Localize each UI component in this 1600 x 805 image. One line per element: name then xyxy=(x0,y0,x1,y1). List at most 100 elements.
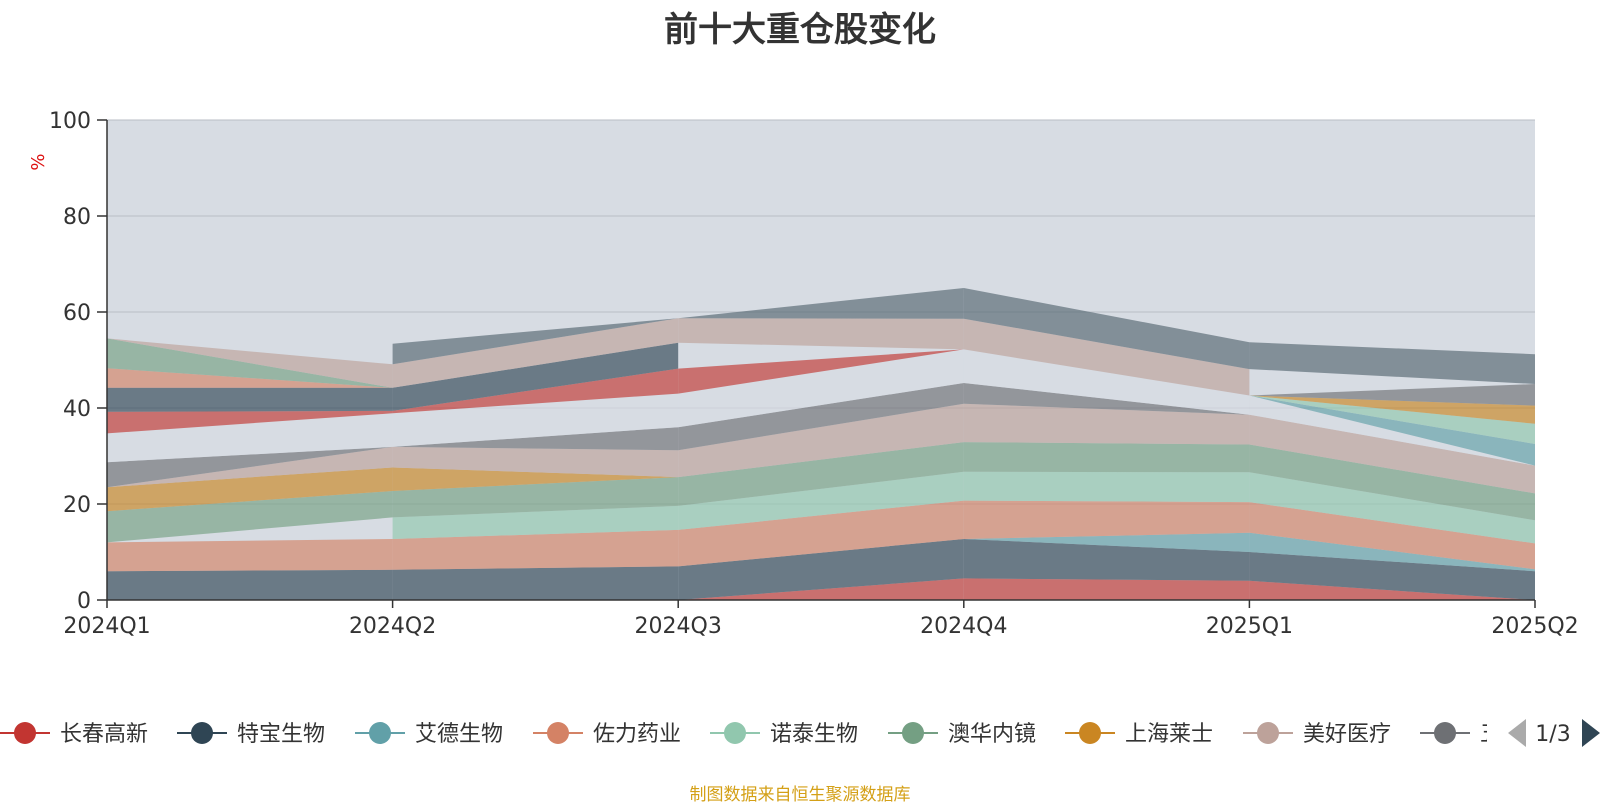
legend-next-page-icon[interactable] xyxy=(1582,719,1600,747)
area-series-8-segment-1 xyxy=(392,427,679,451)
legend-marker-icon xyxy=(1079,722,1101,744)
area-series-3-segment-2 xyxy=(678,500,964,567)
area-series-5-segment-4 xyxy=(1249,444,1535,521)
area-series-19-segment-3 xyxy=(963,288,1250,370)
legend-item[interactable]: 长春高新 xyxy=(0,722,148,747)
legend-items: 长春高新 特宝生物 艾德生物 佐力药业 诺泰生物 澳华内镜 上海莱士 美好医疗 五 xyxy=(0,722,1502,747)
legend-prev-page-icon[interactable] xyxy=(1508,719,1526,747)
legend-label: 佐力药业 xyxy=(593,722,681,747)
area-series-2-segment-3 xyxy=(963,532,1250,552)
legend-item[interactable]: 澳华内镜 xyxy=(888,722,1036,747)
area-series-6-segment-0 xyxy=(107,467,393,512)
area-series-1-segment-1 xyxy=(392,566,679,600)
area-series-7-segment-1 xyxy=(392,446,679,478)
legend-item[interactable]: 诺泰生物 xyxy=(710,722,858,747)
area-series-9-segment-3 xyxy=(963,349,1250,415)
area-series-9-segment-2 xyxy=(678,349,964,428)
legend-label: 美好医疗 xyxy=(1303,722,1391,747)
area-series-5-segment-1 xyxy=(392,477,679,518)
area-series-7-segment-2 xyxy=(678,403,964,478)
legend-marker-icon xyxy=(1434,722,1456,744)
area-series-13-segment-4 xyxy=(1249,395,1535,444)
area-series-9-segment-0 xyxy=(107,413,393,463)
legend-marker-icon xyxy=(191,722,213,744)
legend: 长春高新 特宝生物 艾德生物 佐力药业 诺泰生物 澳华内镜 上海莱士 美好医疗 五 1/3 xyxy=(0,719,1600,747)
legend-marker-icon xyxy=(902,722,924,744)
x-tick-label: 2024Q2 xyxy=(349,614,436,639)
area-series-14-segment-4 xyxy=(1249,395,1535,424)
legend-marker-icon xyxy=(547,722,569,744)
legend-marker-icon xyxy=(1257,722,1279,744)
legend-item[interactable]: 特宝生物 xyxy=(177,722,325,747)
area-series-9-segment-1 xyxy=(392,393,679,447)
area-series-18-segment-1 xyxy=(392,318,679,388)
area-series-17-segment-0 xyxy=(107,338,393,388)
area-series-5-segment-2 xyxy=(678,442,964,506)
area-series-1-segment-0 xyxy=(107,569,393,600)
legend-page-indicator: 1/3 xyxy=(1535,722,1570,747)
area-series-1-segment-4 xyxy=(1249,552,1535,600)
legend-marker-icon xyxy=(14,722,36,744)
x-tick-label: 2024Q4 xyxy=(920,614,1007,639)
area-series-2-segment-4 xyxy=(1249,532,1535,572)
legend-label: 长春高新 xyxy=(60,722,148,747)
y-tick-label: 60 xyxy=(63,301,91,326)
area-series-7-segment-3 xyxy=(963,403,1250,445)
area-series-4-segment-4 xyxy=(1249,472,1535,544)
area-series-7-segment-4 xyxy=(1249,414,1535,494)
legend-item[interactable]: 佐力药业 xyxy=(533,722,681,747)
area-series-8-segment-0 xyxy=(107,446,393,488)
legend-item[interactable]: 艾德生物 xyxy=(355,722,503,747)
areas-layer xyxy=(107,288,1535,600)
area-series-19-segment-2 xyxy=(678,288,964,319)
legend-label: 特宝生物 xyxy=(237,722,325,747)
area-series-4-segment-2 xyxy=(678,471,964,530)
area-series-5-segment-3 xyxy=(963,442,1250,473)
legend-label: 澳华内镜 xyxy=(948,722,1036,747)
y-tick-label: 40 xyxy=(63,397,91,422)
area-series-11-segment-1 xyxy=(392,342,679,411)
area-series-10-segment-0 xyxy=(107,410,393,434)
legend-label: 五 xyxy=(1480,722,1502,747)
area-series-18-segment-0 xyxy=(107,338,393,388)
x-tick-label: 2025Q1 xyxy=(1206,614,1293,639)
legend-item[interactable]: 五 xyxy=(1420,722,1502,747)
area-series-0-segment-4 xyxy=(1249,580,1535,600)
area-series-19-segment-1 xyxy=(392,318,679,365)
area-series-18-segment-2 xyxy=(678,318,964,350)
legend-marker-icon xyxy=(369,722,391,744)
area-series-15-segment-4 xyxy=(1249,384,1535,406)
source-note: 制图数据来自恒生聚源数据库 xyxy=(689,785,911,805)
legend-marker-icon xyxy=(724,722,746,744)
area-series-4-segment-1 xyxy=(392,505,679,539)
legend-label: 上海莱士 xyxy=(1125,722,1213,747)
chart-title: 前十大重仓股变化 xyxy=(664,10,936,50)
area-series-11-segment-0 xyxy=(107,387,393,412)
x-tick-label: 2024Q1 xyxy=(63,614,150,639)
y-tick-label: 100 xyxy=(49,109,91,134)
area-series-8-segment-2 xyxy=(678,383,964,451)
area-series-4-segment-3 xyxy=(963,471,1250,503)
y-tick-label: 80 xyxy=(63,205,91,230)
legend-item[interactable]: 美好医疗 xyxy=(1243,722,1391,747)
x-tick-label: 2024Q3 xyxy=(635,614,722,639)
area-series-3-segment-0 xyxy=(107,539,393,572)
legend-item[interactable]: 上海莱士 xyxy=(1065,722,1213,747)
x-tick-label: 2025Q2 xyxy=(1491,614,1578,639)
area-series-8-segment-3 xyxy=(963,383,1250,415)
area-series-1-segment-2 xyxy=(678,539,964,600)
y-tick-label: 0 xyxy=(77,589,91,614)
area-series-12-segment-4 xyxy=(1249,395,1535,466)
area-series-0-segment-3 xyxy=(963,578,1250,600)
y-axis-label: % xyxy=(28,153,49,170)
legend-label: 诺泰生物 xyxy=(770,722,858,747)
area-series-10-segment-1 xyxy=(392,368,679,414)
y-tick-label: 20 xyxy=(63,493,91,518)
area-series-3-segment-1 xyxy=(392,529,679,570)
area-series-3-segment-4 xyxy=(1249,502,1535,570)
area-series-3-segment-3 xyxy=(963,500,1250,539)
area-series-18-segment-3 xyxy=(963,318,1250,396)
area-series-10-segment-2 xyxy=(678,349,964,394)
legend-label: 艾德生物 xyxy=(415,722,503,747)
